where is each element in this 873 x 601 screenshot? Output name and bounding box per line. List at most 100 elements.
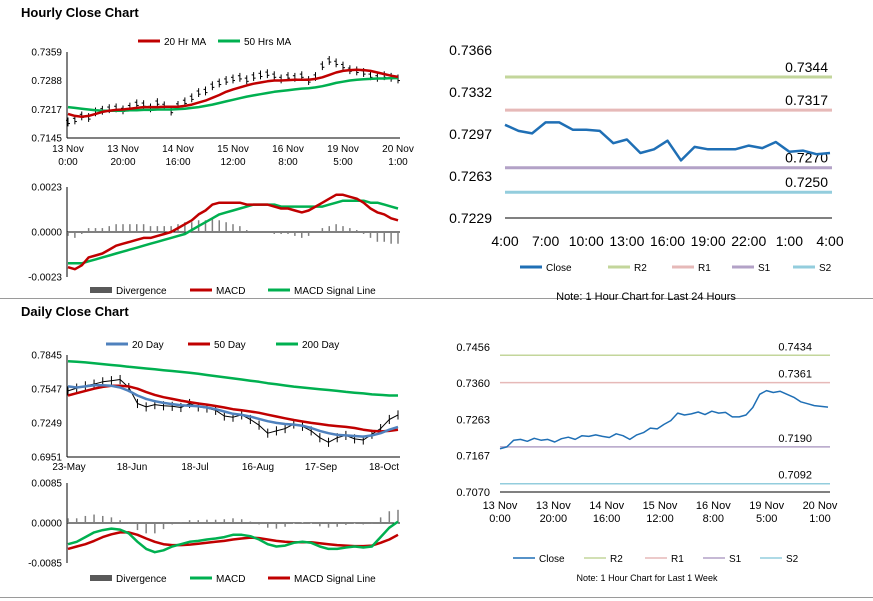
x-tick-label: 1:00 (388, 157, 408, 168)
x-tick-label: 17-Sep (305, 462, 338, 473)
x-tick-label: 7:00 (532, 233, 559, 249)
y-tick-label: 0.7229 (449, 210, 492, 226)
x-tick-label: 18-Jul (181, 462, 208, 473)
x-tick-label: 0:00 (58, 157, 78, 168)
macd-line (67, 520, 399, 554)
legend-label: Divergence (116, 286, 167, 297)
legend-swatch (90, 575, 112, 581)
ma-20-line (67, 383, 399, 438)
x-tick-label: 13 Nov (536, 500, 571, 512)
bottom-divider (0, 597, 873, 598)
legend-label: 50 Day (214, 340, 246, 351)
legend-swatch (90, 287, 112, 293)
legend-label: 20 Day (132, 340, 164, 351)
y-tick-label: 0.7547 (31, 385, 62, 396)
y-tick-label: 0.7288 (31, 76, 62, 87)
y-tick-label: 0.7366 (449, 42, 492, 58)
chart-note: Note: 1 Hour Chart for Last 1 Week (577, 573, 718, 583)
x-tick-label: 15 Nov (217, 144, 249, 155)
x-tick-label: 8:00 (703, 513, 724, 525)
x-tick-label: 14 Nov (589, 500, 624, 512)
x-tick-label: 16 Nov (696, 500, 731, 512)
y-tick-label: 0.7359 (31, 48, 62, 59)
section-title-daily: Daily Close Chart (21, 304, 129, 319)
x-tick-label: 0:00 (489, 513, 510, 525)
x-tick-label: 12:00 (220, 157, 245, 168)
x-tick-label: 20 Nov (803, 500, 838, 512)
ma-200-line (67, 360, 398, 397)
level-label-r1: 0.7317 (785, 92, 828, 108)
level-label-s2: 0.7092 (778, 470, 812, 482)
y-tick-label: 0.7249 (31, 419, 62, 430)
x-tick-label: 16:00 (165, 157, 190, 168)
legend-label: R2 (610, 554, 623, 565)
legend-label: S1 (729, 554, 742, 565)
macd-line (67, 193, 399, 271)
x-tick-label: 22:00 (731, 233, 766, 249)
level-label-r1: 0.7361 (778, 369, 812, 381)
level-label-r2: 0.7434 (778, 341, 812, 353)
y-tick-label: 0.0023 (31, 183, 62, 194)
level-label-s1: 0.7190 (778, 433, 812, 445)
legend-label: 200 Day (302, 340, 339, 351)
level-label-r2: 0.7344 (785, 59, 828, 75)
y-tick-label: 0.7456 (456, 342, 490, 354)
x-tick-label: 5:00 (333, 157, 353, 168)
legend-label: MACD (216, 286, 245, 297)
y-tick-label: 0.7167 (456, 451, 490, 463)
x-tick-label: 13:00 (609, 233, 644, 249)
x-tick-label: 16-Aug (242, 462, 274, 473)
legend-label: Close (539, 554, 565, 565)
x-tick-label: 19:00 (691, 233, 726, 249)
y-tick-label: 0.0000 (31, 519, 62, 530)
x-tick-label: 20:00 (110, 157, 135, 168)
close-line (499, 389, 829, 450)
legend-label: S1 (758, 263, 771, 274)
x-tick-label: 12:00 (646, 513, 674, 525)
legend-label: S2 (786, 554, 799, 565)
section-title-hourly: Hourly Close Chart (21, 5, 139, 20)
legend-label: Close (546, 263, 572, 274)
x-tick-label: 18-Oct (369, 462, 399, 473)
chart-note: Note: 1 Hour Chart for Last 24 Hours (556, 291, 736, 303)
y-tick-label: -0.0085 (28, 559, 62, 570)
macd-signal-line (67, 531, 399, 551)
x-tick-label: 10:00 (569, 233, 604, 249)
y-tick-label: 0.7332 (449, 84, 492, 100)
x-tick-label: 20:00 (540, 513, 568, 525)
legend-label: R1 (698, 263, 711, 274)
y-tick-label: 0.7263 (456, 414, 490, 426)
y-tick-label: 0.7217 (31, 105, 62, 116)
x-tick-label: 23-May (52, 462, 85, 473)
y-tick-label: 0.7070 (456, 487, 490, 499)
ma-50-line (67, 384, 399, 433)
legend-label: Divergence (116, 574, 167, 585)
y-tick-label: 0.7360 (456, 378, 490, 390)
y-tick-label: 0.7145 (31, 134, 62, 145)
x-tick-label: 4:00 (816, 233, 843, 249)
ma-20-line (67, 68, 399, 118)
x-tick-label: 13 Nov (483, 500, 518, 512)
legend-label: MACD Signal Line (294, 286, 376, 297)
y-tick-label: 0.0000 (31, 228, 62, 239)
x-tick-label: 1:00 (809, 513, 830, 525)
x-tick-label: 15 Nov (643, 500, 678, 512)
legend-label: R2 (634, 263, 647, 274)
x-tick-label: 19 Nov (327, 144, 359, 155)
close-trace (67, 379, 399, 443)
legend-label: MACD Signal Line (294, 574, 376, 585)
x-tick-label: 16:00 (593, 513, 621, 525)
x-tick-label: 8:00 (278, 157, 298, 168)
y-tick-label: -0.0023 (28, 273, 62, 284)
x-tick-label: 20 Nov (382, 144, 414, 155)
x-tick-label: 5:00 (756, 513, 777, 525)
macd-signal-line (68, 199, 399, 265)
y-tick-label: 0.6951 (31, 453, 62, 464)
x-tick-label: 13 Nov (52, 144, 84, 155)
y-tick-label: 0.7845 (31, 351, 62, 362)
legend-label: R1 (671, 554, 684, 565)
x-tick-label: 4:00 (491, 233, 518, 249)
x-tick-label: 18-Jun (117, 462, 148, 473)
x-tick-label: 19 Nov (749, 500, 784, 512)
